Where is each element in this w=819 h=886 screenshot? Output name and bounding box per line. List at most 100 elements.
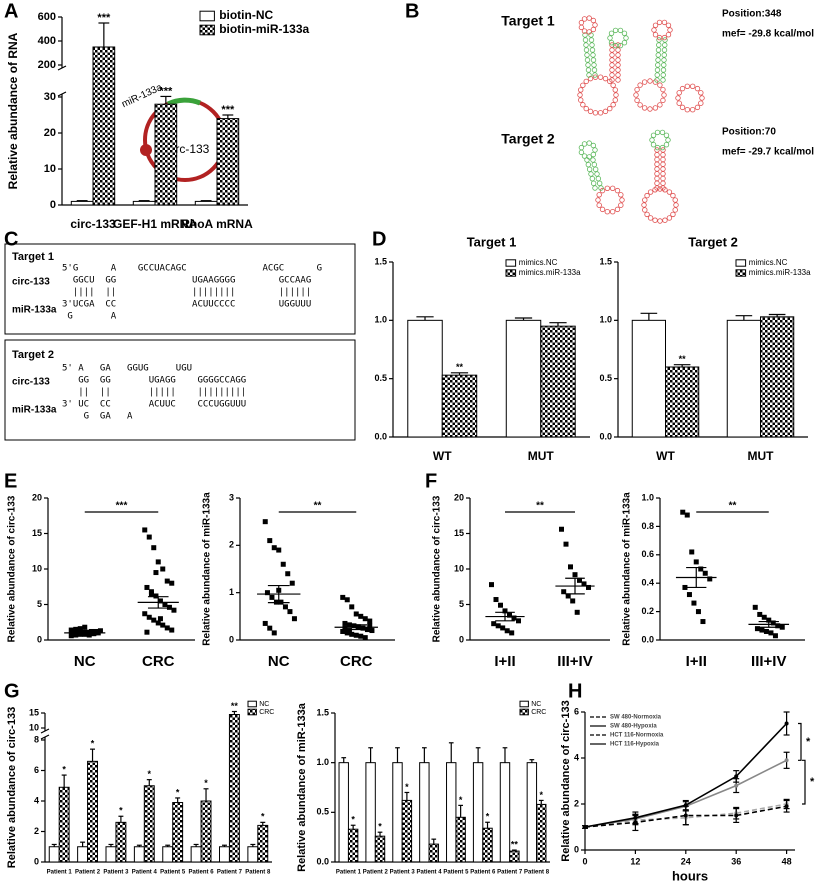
data-point bbox=[271, 545, 277, 551]
data-point bbox=[509, 630, 515, 636]
bar bbox=[257, 824, 269, 863]
nucleotide bbox=[642, 197, 648, 203]
nucleotide bbox=[675, 95, 681, 101]
nucleotide bbox=[660, 152, 666, 158]
data-point bbox=[511, 615, 517, 621]
nucleotide bbox=[583, 105, 589, 112]
data-point bbox=[73, 626, 79, 632]
sequence-row: G A bbox=[62, 312, 117, 322]
nucleotide bbox=[619, 197, 625, 203]
legend-swatch bbox=[199, 10, 215, 22]
nucleotide bbox=[589, 42, 595, 48]
sequence-row: G GA A bbox=[62, 412, 133, 422]
nucleotide bbox=[634, 86, 640, 93]
nucleotide bbox=[676, 90, 682, 96]
bar bbox=[499, 762, 511, 863]
data-point bbox=[757, 611, 763, 617]
x-tick-label: Patient 6 bbox=[189, 870, 215, 876]
nucleotide bbox=[654, 161, 660, 167]
legend-swatch bbox=[735, 269, 747, 277]
y-tick-label: 600 bbox=[38, 11, 56, 23]
nucleotide bbox=[655, 62, 661, 68]
y-tick-label: 6 bbox=[34, 765, 39, 775]
y-tick-label: 0 bbox=[34, 856, 39, 866]
data-point bbox=[364, 627, 370, 633]
x-tick-label: MUT bbox=[748, 449, 775, 463]
mirna-binding bbox=[166, 97, 201, 107]
data-point bbox=[565, 593, 571, 599]
panel-letter: G bbox=[4, 680, 20, 702]
y-axis-label: Relative abundance of miR-133a bbox=[622, 492, 633, 646]
nucleotide bbox=[581, 141, 588, 147]
nucleotide bbox=[582, 32, 588, 38]
significance: * bbox=[119, 806, 123, 816]
x-tick-label: Patient 1 bbox=[336, 870, 362, 876]
y-tick-label: 8 bbox=[34, 734, 39, 744]
nucleotide bbox=[602, 75, 609, 82]
nucleotide bbox=[657, 102, 663, 108]
nucleotide bbox=[597, 110, 604, 116]
nucleotide bbox=[660, 156, 666, 163]
sequence-row: 3'UCGA CC ACUUCCCC UGGUUU bbox=[62, 300, 311, 310]
legend-label: mimics.NC bbox=[749, 258, 788, 267]
nucleotide bbox=[654, 147, 660, 153]
nucleotide bbox=[679, 104, 686, 111]
nucleotide bbox=[660, 67, 667, 73]
nucleotide bbox=[659, 129, 666, 136]
legend-label: NC bbox=[531, 701, 541, 708]
nucleotide bbox=[660, 97, 666, 104]
bar bbox=[219, 846, 230, 863]
bar bbox=[526, 762, 538, 863]
data-point bbox=[504, 628, 510, 634]
nucleotide bbox=[661, 47, 668, 53]
bar bbox=[87, 760, 98, 863]
x-tick-label: Patient 6 bbox=[470, 870, 496, 876]
nucleotide bbox=[698, 90, 704, 96]
nucleotide bbox=[581, 28, 588, 34]
data-point bbox=[633, 815, 638, 820]
nucleotide bbox=[588, 32, 594, 38]
bar bbox=[338, 762, 349, 863]
significance: * bbox=[91, 739, 95, 749]
data-point bbox=[695, 609, 701, 615]
y-tick-label: 0 bbox=[574, 844, 579, 854]
data-point bbox=[686, 592, 692, 598]
bar bbox=[58, 786, 70, 863]
data-point bbox=[682, 584, 688, 590]
data-point bbox=[262, 519, 268, 525]
bar bbox=[392, 762, 403, 863]
x-tick-label: Patient 2 bbox=[363, 870, 389, 876]
data-point bbox=[282, 604, 288, 610]
nucleotide bbox=[590, 142, 597, 149]
significance: * bbox=[806, 736, 811, 748]
nucleotide bbox=[662, 217, 668, 223]
y-tick-label: 10 bbox=[454, 563, 464, 573]
significance: * bbox=[148, 769, 152, 779]
y-tick-label: 0.0 bbox=[374, 431, 387, 441]
significance: * bbox=[351, 815, 355, 825]
legend-label: HCT 116-Normoxia bbox=[610, 733, 664, 739]
nucleotide bbox=[585, 62, 591, 68]
nucleotide bbox=[689, 83, 696, 90]
nucleotide bbox=[604, 208, 611, 215]
chart-title: Target 1 bbox=[467, 234, 517, 249]
nucleotide bbox=[612, 27, 619, 34]
data-point bbox=[766, 617, 772, 623]
nucleotide bbox=[662, 42, 668, 48]
nucleotide bbox=[609, 52, 615, 58]
nucleotide bbox=[637, 82, 643, 88]
x-tick-label: III+IV bbox=[557, 653, 592, 670]
significance: ** bbox=[536, 501, 544, 512]
nucleotide bbox=[661, 57, 667, 63]
nucleotide bbox=[598, 185, 604, 191]
nucleotide bbox=[651, 27, 657, 33]
nucleotide bbox=[578, 87, 584, 93]
y-axis-label: Relative abundance of circ-133 bbox=[432, 495, 443, 642]
significance-bracket bbox=[798, 722, 802, 761]
nucleotide bbox=[592, 22, 598, 28]
nucleotide bbox=[590, 151, 597, 158]
nucleotide bbox=[633, 92, 639, 98]
y-tick-label: 0.5 bbox=[374, 373, 387, 383]
nucleotide bbox=[607, 105, 613, 112]
nucleotide bbox=[660, 161, 666, 167]
